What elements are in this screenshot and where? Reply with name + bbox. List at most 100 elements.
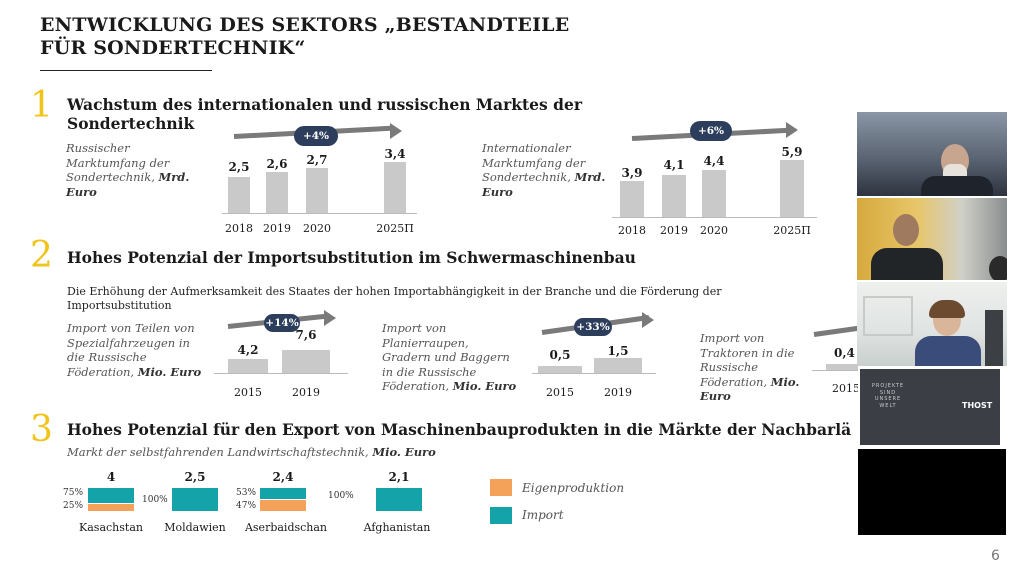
legend-label-import: Import	[522, 508, 564, 522]
crawlers-label-line3: Gradern und Baggern	[382, 350, 510, 364]
bar	[780, 160, 804, 217]
bar-value: 5,9	[781, 145, 803, 159]
bar-value: 7,6	[295, 328, 317, 342]
export-markets-chart: 4 75% 25% Kasachstan 2,5 100% Moldawien …	[60, 464, 440, 544]
bar-value: 3,9	[621, 166, 643, 180]
title-underline	[40, 70, 212, 71]
participant-body	[915, 336, 981, 366]
bar-value: 2,5	[228, 160, 250, 174]
crawlers-label-line4: in die Russische	[382, 364, 477, 379]
bar	[306, 168, 328, 213]
bar-value: 2,5	[184, 470, 206, 484]
bar	[594, 358, 642, 373]
vehicles-label-line2: Spezialfahrzeugen in	[67, 335, 190, 350]
vehicles-label-unit: Mio. Euro	[137, 364, 202, 379]
axis-label: 2019	[263, 222, 291, 235]
vehicles-label-line1: Import von Teilen von	[67, 321, 195, 335]
country-label: Moldawien	[164, 521, 226, 534]
crawlers-growth-badge: +33%	[574, 318, 612, 336]
background-window	[863, 296, 913, 336]
russian-label-line1: Russischer	[66, 141, 130, 155]
crawlers-label-line2: Planierraupen,	[382, 335, 469, 350]
intl-label-line3: Sondertechnik,	[482, 170, 571, 184]
axis-label: 2020	[700, 224, 728, 237]
international-growth-badge: +6%	[690, 121, 732, 141]
logo-tagline: PROJEKTE SIND UNSERE WELT	[866, 383, 910, 409]
video-tile-participant-2[interactable]	[857, 198, 1007, 280]
bar	[662, 175, 686, 217]
russian-label-line3: Sondertechnik,	[66, 170, 155, 184]
tractors-label-line2: Traktoren in die	[700, 345, 795, 360]
tractors-label-unit-a: Mio.	[770, 374, 800, 389]
chart-baseline	[812, 370, 858, 371]
video-tile-participant-1[interactable]	[857, 112, 1007, 196]
axis-label: 2018	[225, 222, 253, 235]
section-3-number: 3	[30, 409, 53, 450]
russian-market-chart: +4% 2,5 2,6 2,7 3,4 2018 2019 2020 2025П	[222, 122, 417, 235]
video-tile-logo[interactable]: PROJEKTE SIND UNSERE WELT THOST	[860, 369, 1000, 445]
video-tile-empty[interactable]	[858, 449, 1006, 535]
russian-label-line2: Marktumfang der	[66, 155, 170, 170]
section-3-heading: Hohes Potenzial für den Export von Masch…	[67, 420, 852, 439]
own-segment	[260, 500, 306, 511]
tractors-label-line1: Import von	[700, 331, 765, 345]
chart-baseline	[222, 213, 417, 214]
chart-baseline	[214, 373, 348, 374]
axis-label: 2018	[618, 224, 646, 237]
section-3-subtitle: Markt der selbstfahrenden Landwirtschaft…	[67, 445, 467, 460]
section-3-subtitle-unit: Mio. Euro	[372, 445, 436, 459]
bar	[702, 170, 726, 217]
tractors-label-unit-b: Euro	[700, 389, 731, 403]
vehicle-parts-chart: +14% 4,2 7,6 2015 2019	[210, 310, 350, 400]
vehicle-parts-label: Import von Teilen von Spezialfahrzeugen …	[67, 321, 212, 379]
russian-market-label: Russischer Marktumfang der Sondertechnik…	[66, 141, 216, 199]
russian-label-unit-b: Euro	[66, 184, 97, 199]
section-3-subtitle-text: Markt der selbstfahrenden Landwirtschaft…	[67, 445, 369, 459]
video-tile-participant-3[interactable]	[857, 282, 1007, 366]
section-1-heading: Wachstum des internationalen und russisc…	[67, 95, 627, 133]
section-2-heading: Hohes Potenzial der Importsubstitution i…	[67, 248, 636, 267]
axis-label: 2025П	[376, 222, 414, 235]
slide-title-line1: ENTWICKLUNG DES SEKTORS „BESTANDTEILE	[40, 14, 570, 36]
crawler-import-label: Import von Planierraupen, Gradern und Ba…	[382, 321, 532, 394]
bar	[282, 350, 330, 373]
bar	[384, 162, 406, 213]
participant-face	[893, 214, 919, 246]
logo-line: WELT	[879, 402, 897, 409]
axis-label: 2020	[303, 222, 331, 235]
axis-label: 2019	[660, 224, 688, 237]
logo-brand: THOST	[962, 401, 993, 410]
axis-label: 2019	[292, 386, 320, 399]
axis-label: 2019	[604, 386, 632, 399]
import-pct: 53%	[236, 488, 257, 498]
bar-value: 4,1	[663, 158, 685, 172]
growth-arrow-head	[786, 122, 798, 138]
growth-arrow-line	[813, 323, 858, 337]
vehicles-label-line3: die Russische	[67, 350, 147, 364]
participant-body	[871, 248, 943, 280]
bar-value: 0,4	[834, 346, 855, 360]
import-segment	[88, 488, 134, 503]
legend-label-own: Eigenproduktion	[522, 481, 625, 495]
import-segment	[376, 488, 422, 511]
section-2-number: 2	[30, 235, 53, 276]
bar-value: 4	[106, 470, 116, 484]
import-pct: 100%	[328, 491, 354, 501]
growth-arrow-head	[390, 123, 402, 139]
logo-line: UNSERE	[874, 396, 902, 402]
logo-line: PROJEKTE	[871, 383, 905, 389]
background-chair	[985, 310, 1003, 366]
vehicles-label-line4: Föderation,	[67, 364, 135, 379]
participant-shadow	[989, 256, 1007, 280]
bar-value: 4,4	[703, 154, 725, 168]
bar-value: 2,6	[266, 157, 288, 171]
slide-title-line2: FÜR SONDERTECHNIK“	[40, 37, 306, 59]
import-segment	[260, 488, 306, 499]
bar	[826, 364, 858, 370]
intl-label-unit-b: Euro	[482, 184, 513, 199]
page-number: 6	[991, 548, 1000, 564]
logo-line: SIND	[879, 389, 897, 396]
tractors-label-line4: Föderation,	[700, 374, 768, 389]
axis-label: 2015	[234, 386, 262, 399]
axis-label: 2015	[832, 382, 858, 395]
